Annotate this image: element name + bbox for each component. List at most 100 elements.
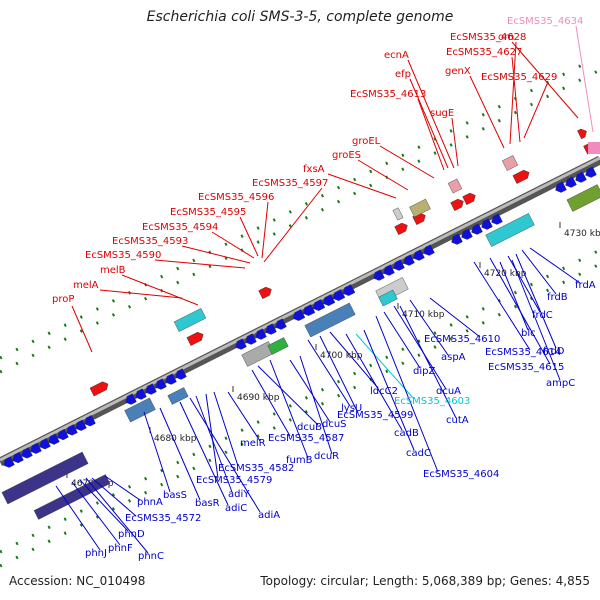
gene-label-ecsms35-4582: EcSMS35_4582 <box>218 463 294 474</box>
gene-label-fumb: fumB <box>286 455 313 466</box>
leader-line <box>261 201 269 259</box>
leader-line <box>205 393 219 479</box>
reverse-gene-arrow <box>403 254 415 266</box>
leader-line <box>375 315 439 473</box>
leader-line <box>507 255 541 313</box>
leader-line <box>121 274 199 306</box>
reverse-gene-arrow <box>66 424 78 436</box>
reverse-gene-arrow <box>342 284 356 296</box>
reverse-gene-arrow <box>39 438 51 450</box>
reverse-gene-arrow <box>312 299 326 311</box>
leader-line <box>269 359 309 459</box>
gene-label-adia: adiA <box>258 510 280 521</box>
gene-label-dcub: dcuB <box>297 422 322 433</box>
gene-label-groel: groEL <box>352 136 381 147</box>
reverse-gene-arrow <box>393 259 405 271</box>
gene-label-ecsms35-4629: EcSMS35_4629 <box>481 72 557 83</box>
gene-label-dcua: dcuA <box>436 386 461 397</box>
gene-label-cuta: cutA <box>446 415 469 426</box>
leader-line <box>417 98 445 171</box>
gene-label-mela: melA <box>73 280 99 291</box>
gene-label-phnf: phnF <box>108 543 133 554</box>
leader-line <box>307 339 351 407</box>
reverse-gene-arrow <box>575 171 587 183</box>
marker-lane <box>0 68 600 374</box>
accession-text: Accession: NC_010498 <box>9 574 146 588</box>
gene-label-fxsa: fxsA <box>303 164 325 175</box>
leader-line <box>181 245 251 264</box>
gene-label-ecsms35-4614: EcSMS35_4614 <box>485 347 561 358</box>
gene-label-dipz: dipZ <box>413 366 435 377</box>
leader-line <box>523 81 549 139</box>
reverse-gene-arrow <box>413 249 425 261</box>
reverse-gene-arrow <box>165 373 177 385</box>
gene-label-ecsms35-4615: EcSMS35_4615 <box>488 362 564 373</box>
reverse-gene-block <box>167 387 189 405</box>
reverse-gene-arrow <box>255 328 267 340</box>
leader-line <box>71 305 93 353</box>
gene-label-phnj: phnJ <box>85 548 107 559</box>
gene-label-ecsms35-4595: EcSMS35_4595 <box>170 207 246 218</box>
gene-label-orn: orn <box>498 32 514 43</box>
gene-label-ecsms35-4628: EcSMS35_4628 <box>450 32 526 43</box>
gene-label-ecsms35-4613: EcSMS35_4613 <box>350 89 426 100</box>
gene-label-ecna: ecnA <box>384 50 409 61</box>
gene-label-dcur: dcuR <box>314 451 339 462</box>
reverse-gene-arrow <box>491 213 503 225</box>
gene-label-basr: basR <box>195 498 220 509</box>
reverse-gene-arrow <box>245 333 257 345</box>
leader-line <box>363 329 415 451</box>
leader-line <box>55 485 101 551</box>
reverse-gene-arrow <box>175 368 187 380</box>
forward-gene-block <box>447 178 463 194</box>
tick-label: 4700 kbp <box>320 351 363 361</box>
leader-line <box>299 355 333 455</box>
reverse-gene-arrow <box>75 419 87 431</box>
forward-gene-arrow <box>462 192 476 205</box>
leader-line <box>409 299 449 356</box>
reverse-gene-arrow <box>145 383 157 395</box>
reverse-gene-arrow <box>461 228 473 240</box>
gene-label-cadb: cadB <box>394 428 419 439</box>
gene-label-ecsms35-4594: EcSMS35_4594 <box>142 222 218 233</box>
gene-label-ecsms35-4604: EcSMS35_4604 <box>423 469 499 480</box>
leader-line <box>263 187 323 263</box>
leader-line <box>357 159 409 191</box>
gene-label-genx: genX <box>445 66 471 77</box>
gene-label-ampc: ampC <box>546 378 575 389</box>
forward-gene-arrow <box>394 222 408 235</box>
gene-label-ecsms35-4599: EcSMS35_4599 <box>337 410 413 421</box>
reverse-gene-arrow <box>555 181 567 193</box>
gene-label-ecsms35-4587: EcSMS35_4587 <box>268 433 344 444</box>
reverse-gene-block <box>304 302 356 338</box>
leader-line <box>429 297 481 338</box>
gene-label-ecsms35-4634: EcSMS35_4634 <box>507 16 583 27</box>
map-title: Escherichia coli SMS-3-5, complete genom… <box>146 9 454 25</box>
reverse-gene-arrow <box>383 264 395 276</box>
reverse-gene-arrow <box>471 223 483 235</box>
forward-gene-arrow <box>258 286 272 299</box>
forward-gene-arrow <box>577 128 587 140</box>
reverse-gene-arrow <box>373 269 385 281</box>
leader-line <box>154 259 246 269</box>
leader-line <box>521 249 557 295</box>
leader-line <box>329 331 379 389</box>
leader-line <box>499 261 529 331</box>
leader-line <box>227 391 261 442</box>
reverse-gene-block <box>1 451 89 505</box>
gene-label-blc: blc <box>521 328 536 339</box>
reverse-gene-arrow <box>302 304 316 316</box>
reverse-gene-arrow <box>481 218 493 230</box>
leader-line <box>383 311 421 369</box>
gene-label-melr: melR <box>240 438 266 449</box>
gene-label-ecsms35-4603: EcSMS35_4603 <box>394 396 470 407</box>
reverse-gene-arrow <box>565 176 577 188</box>
leader-line <box>393 305 447 390</box>
reverse-gene-block <box>378 289 398 307</box>
gene-label-ecsms35-4596: EcSMS35_4596 <box>198 192 274 203</box>
leader-line <box>379 145 435 179</box>
forward-gene-block <box>173 308 207 332</box>
gene-label-melb: melB <box>100 265 126 276</box>
